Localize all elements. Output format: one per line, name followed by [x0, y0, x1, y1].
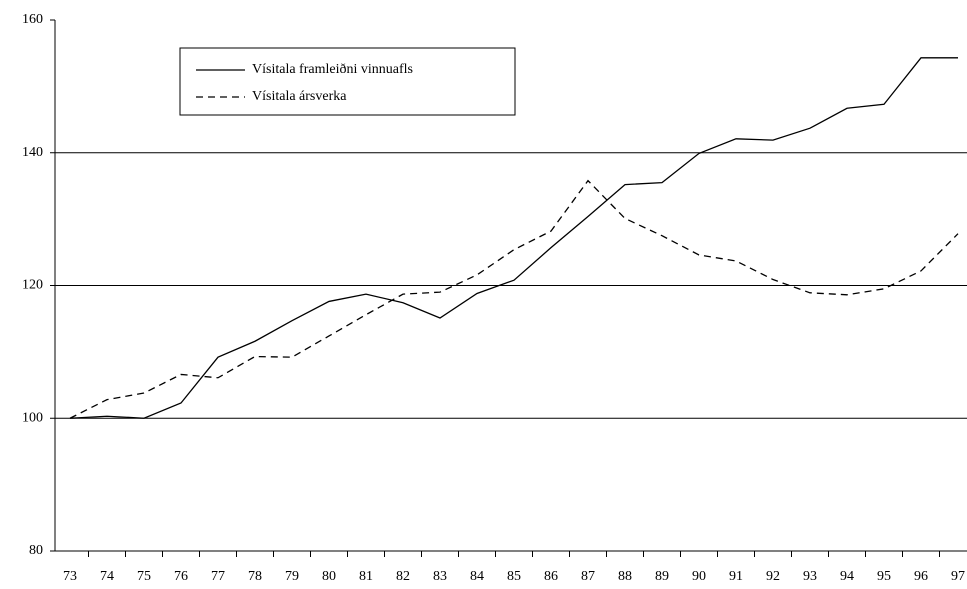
- x-tick-label: 91: [729, 569, 743, 584]
- legend-label: Vísitala framleiðni vinnuafls: [252, 62, 413, 77]
- x-tick-label: 74: [100, 569, 114, 584]
- x-tick-label: 75: [137, 569, 151, 584]
- x-tick-label: 82: [396, 569, 410, 584]
- series-line: [69, 57, 958, 419]
- y-tick-label: 160: [22, 12, 43, 27]
- legend-label: Vísitala ársverka: [252, 89, 347, 104]
- x-tick-label: 94: [840, 569, 854, 584]
- x-tick-label: 73: [63, 569, 77, 584]
- x-tick-label: 79: [285, 569, 299, 584]
- y-tick-label: 100: [22, 410, 43, 425]
- x-tick-label: 93: [803, 569, 817, 584]
- x-tick-label: 95: [877, 569, 891, 584]
- x-tick-label: 80: [322, 569, 336, 584]
- x-tick-label: 92: [766, 569, 780, 584]
- x-tick-label: 76: [174, 569, 188, 584]
- x-tick-label: 78: [248, 569, 262, 584]
- x-tick-label: 96: [914, 569, 928, 584]
- x-tick-label: 85: [507, 569, 521, 584]
- x-tick-label: 89: [655, 569, 669, 584]
- y-tick-label: 140: [22, 145, 43, 160]
- y-tick-label: 120: [22, 278, 43, 293]
- x-tick-label: 88: [618, 569, 632, 584]
- x-tick-label: 86: [544, 569, 558, 584]
- x-tick-label: 87: [581, 569, 595, 584]
- x-tick-label: 84: [470, 569, 484, 584]
- legend-box: [179, 47, 516, 116]
- x-tick-label: 83: [433, 569, 447, 584]
- series-line: [69, 179, 959, 419]
- y-tick-label: 80: [29, 543, 43, 558]
- x-tick-label: 90: [692, 569, 706, 584]
- x-tick-label: 97: [951, 569, 965, 584]
- x-tick-label: 77: [211, 569, 225, 584]
- x-tick-label: 81: [359, 569, 373, 584]
